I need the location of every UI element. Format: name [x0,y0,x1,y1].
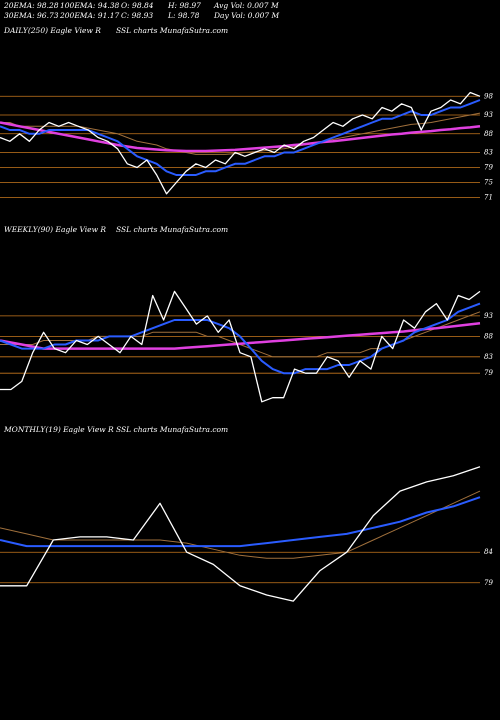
header-stat: C: 98.93 [121,11,153,20]
y-tick-label: 83 [484,149,493,157]
y-tick-label: 88 [484,130,493,138]
y-tick-label: 84 [484,548,493,556]
y-tick-label: 93 [484,111,493,119]
y-tick-label: 88 [484,332,493,340]
price-line [0,311,481,358]
header-stat: 30EMA: 96.73 [4,11,59,20]
y-tick-label: 98 [484,92,493,100]
price-line [0,322,481,350]
y-tick-label: 75 [484,179,493,187]
price-line [0,466,481,602]
y-tick-label: 71 [484,194,493,202]
y-tick-label: 83 [484,353,493,361]
header-stat: 20EMA: 98.28 [3,1,59,10]
panel-source: SSL charts MunafaSutra.com [116,26,228,35]
header-stat: 200EMA: 91.17 [59,11,119,20]
panel-title: DAILY(250) Eagle View R [3,26,101,35]
price-line [0,302,481,375]
y-tick-label: 79 [484,579,493,587]
y-tick-label: 79 [484,164,493,172]
header-stat: Day Vol: 0.007 M [213,11,280,20]
panel-source: SSL charts MunafaSutra.com [116,425,228,434]
header-stat: L: 98.78 [167,11,200,20]
price-line [0,496,481,548]
header-stat: 100EMA: 94.38 [60,1,119,10]
panel-source: SSL charts MunafaSutra.com [116,225,228,234]
header-stat: O: 98.84 [121,1,154,10]
header-stat: H: 98.97 [167,1,201,10]
y-tick-label: 79 [484,369,493,377]
header-stat: Avg Vol: 0.007 M [213,1,279,10]
y-tick-label: 93 [484,312,493,320]
panel-title: WEEKLY(90) Eagle View R [4,225,106,234]
price-line [0,290,481,403]
price-line [0,121,481,153]
panel-title: MONTHLY(19) Eagle View R [3,425,114,434]
price-line [0,490,481,559]
price-line [0,91,481,195]
price-line [0,99,481,176]
